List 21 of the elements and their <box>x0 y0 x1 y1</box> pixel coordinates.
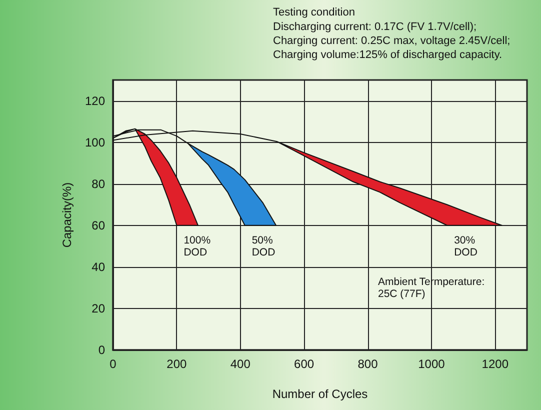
x-tick-label: 200 <box>166 357 188 371</box>
y-tick-label: 60 <box>92 218 106 232</box>
x-axis-title: Number of Cycles <box>272 387 368 401</box>
x-tick-label: 1000 <box>418 357 446 371</box>
x-tick-label: 600 <box>294 357 314 371</box>
y-tick-label: 100 <box>84 135 106 150</box>
x-tick-label: 1200 <box>482 357 509 371</box>
y-tick-label: 120 <box>84 94 106 108</box>
y-tick-label: 40 <box>92 260 106 274</box>
y-axis-title: Capacity(%) <box>60 182 74 248</box>
x-tick-label: 400 <box>230 357 251 371</box>
chart-title: Testing condition <box>273 6 355 18</box>
annotation: 50% DOD <box>252 234 276 258</box>
annotation: 30% DOD <box>454 234 478 258</box>
y-tick-label: 80 <box>92 176 106 191</box>
chart-subtitle: Discharging current: 0.17C (FV 1.7V/cell); Charging current: 0.25C max, voltage 2.45V/cell; Charging volume:125% of discharged capacity. <box>273 21 510 61</box>
y-tick-label: 0 <box>98 343 106 357</box>
x-tick-label: 800 <box>358 357 378 371</box>
annotation: 100% DOD <box>184 234 211 258</box>
x-tick-label: 0 <box>110 357 117 371</box>
y-tick-label: 20 <box>92 301 106 316</box>
